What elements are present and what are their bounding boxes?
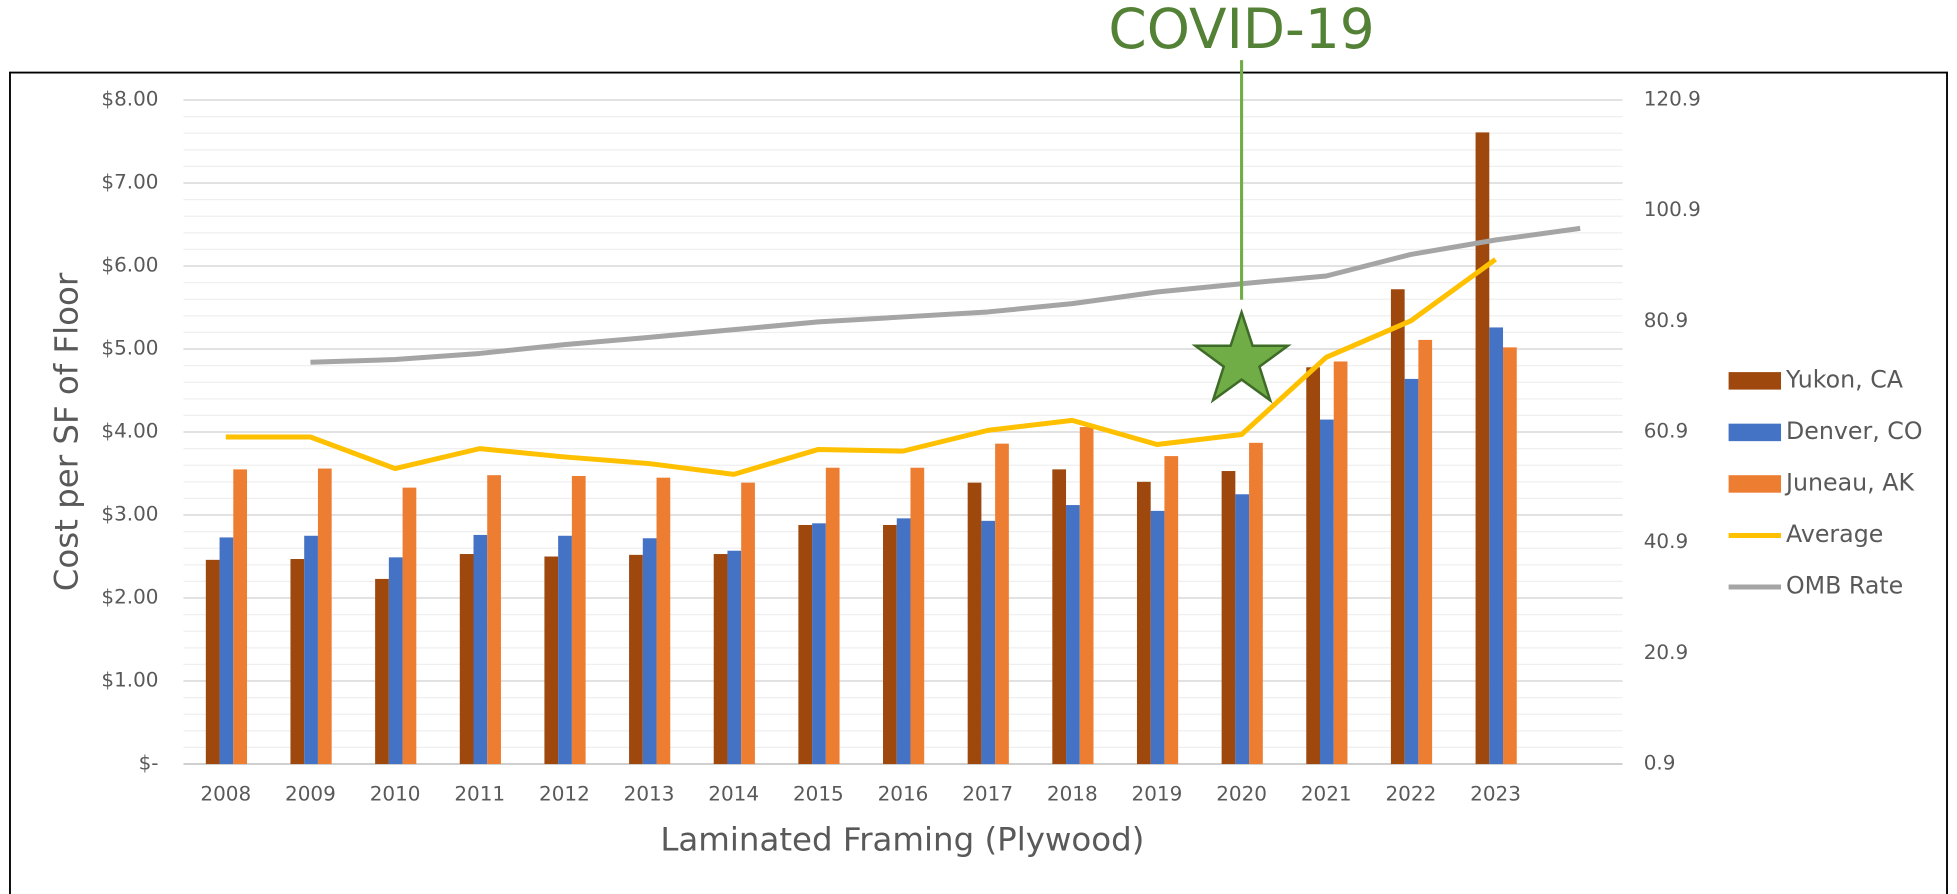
bar [656,477,671,765]
bar [727,550,742,765]
x-tick-label: 2016 [878,782,929,806]
bar [233,469,248,765]
bar [1503,347,1517,765]
line-series [225,257,1497,477]
bar [402,487,417,765]
bar [1475,132,1490,765]
x-tick-label: 2019 [1132,782,1183,806]
y2-tick-label: 100.9 [1644,197,1701,221]
bar [1221,471,1236,765]
y-tick-label: $6.00 [101,253,158,277]
x-tick-label: 2023 [1470,782,1521,806]
bar [1066,505,1080,765]
x-tick-label: 2017 [962,782,1013,806]
y-axis-label: Cost per SF of Floor [48,272,86,591]
bar [910,467,925,765]
bar [981,520,996,765]
y2-tick-label: 40.9 [1644,529,1688,553]
bar [1150,510,1165,765]
legend-label: Average [1786,520,1883,548]
x-tick-label: 2020 [1216,782,1267,806]
bar [713,554,728,765]
bar [1333,361,1348,765]
bar [219,537,234,765]
y-tick-label: $4.00 [101,419,158,443]
legend-label: OMB Rate [1786,572,1903,600]
bar [473,534,488,765]
bar [290,559,305,765]
legend-swatch [1728,423,1782,442]
bar [544,556,559,765]
bar [1249,442,1263,765]
bar [304,535,318,765]
y-tick-label: $- [139,751,159,775]
legend-label: Denver, CO [1786,417,1923,445]
bar [1418,339,1433,765]
x-tick-label: 2018 [1047,782,1098,806]
bar [995,443,1009,765]
y2-tick-label: 60.9 [1644,419,1688,443]
y-tick-label: $8.00 [101,87,158,111]
bar [1079,427,1094,765]
bar [487,475,501,765]
bar [798,524,813,765]
bar [375,578,389,765]
x-tick-label: 2012 [539,782,590,806]
bar [1052,469,1067,765]
y-tick-label: $5.00 [101,336,158,360]
x-tick-label: 2013 [624,782,675,806]
bar [1319,419,1334,765]
bar [896,518,911,765]
y2-tick-label: 20.9 [1644,640,1688,664]
bar [967,482,982,765]
legend-label: Yukon, CA [1785,365,1904,393]
x-tick-label: 2021 [1301,782,1352,806]
y-tick-label: $7.00 [101,170,158,194]
x-axis-label: Laminated Framing (Plywood) [660,820,1144,858]
x-tick-label: 2010 [370,782,421,806]
y2-tick-label: 0.9 [1644,751,1676,775]
bar [1489,327,1504,765]
bar [812,523,826,765]
bar [642,538,657,765]
legend-swatch [1728,372,1782,390]
x-tick-label: 2011 [454,782,505,806]
y2-tick-label: 120.9 [1644,87,1701,111]
x-tick-label: 2008 [200,782,251,806]
bar [317,468,332,765]
y-tick-label: $1.00 [101,668,158,692]
bar [741,482,755,765]
bar [459,554,474,765]
bar [825,467,840,765]
bar [1390,289,1405,765]
bar [1136,481,1151,765]
annotation-text: COVID-19 [1108,0,1374,61]
legend-label: Juneau, AK [1784,468,1915,496]
line-series [310,225,1581,365]
bar [388,557,403,765]
legend-swatch [1728,475,1782,493]
bar [1306,367,1320,765]
x-tick-label: 2014 [708,782,759,806]
x-tick-label: 2022 [1385,782,1436,806]
annotation-star [1191,308,1292,404]
y2-tick-label: 80.9 [1644,308,1688,332]
y-tick-label: $3.00 [101,502,158,526]
x-tick-label: 2015 [793,782,844,806]
bar [571,476,586,765]
bar [883,524,897,765]
bar [205,559,220,765]
bar [1164,456,1179,765]
bar [1235,494,1250,765]
y-tick-label: $2.00 [101,585,158,609]
x-tick-label: 2009 [285,782,336,806]
bar [629,554,643,765]
bar [558,535,572,765]
bar [1404,378,1419,765]
